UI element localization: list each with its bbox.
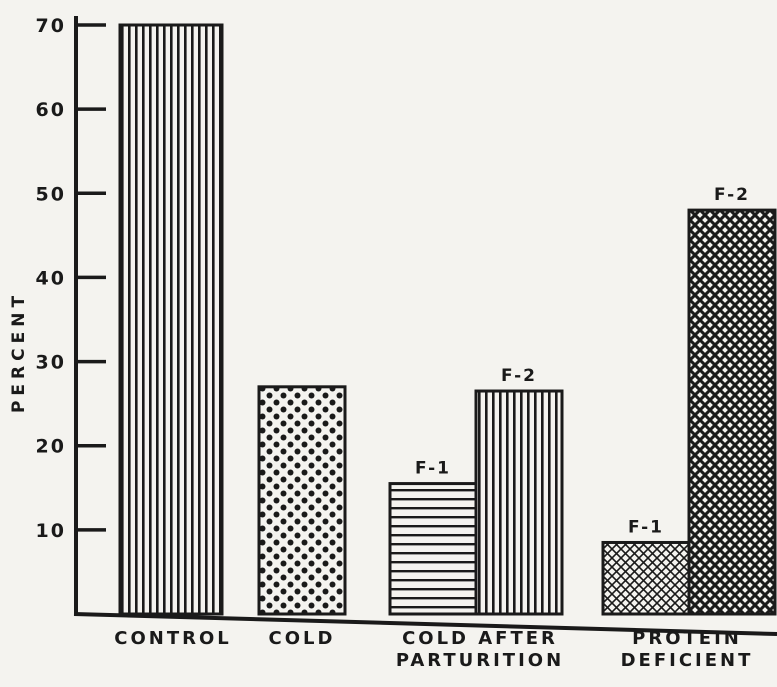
- x-tick-label-2-1: PARTURITION: [396, 650, 564, 671]
- y-tick-label-40: 40: [36, 267, 66, 289]
- x-tick-label-2-0: COLD AFTER: [402, 628, 558, 649]
- y-tick-label-30: 30: [36, 352, 66, 374]
- axis-layer: [73, 16, 777, 636]
- x-tick-label-3-1: DEFICIENT: [621, 650, 754, 671]
- y-tick-label-70: 70: [36, 15, 66, 37]
- bar-3-1: [687, 208, 777, 616]
- bar-label-3-1: F-2: [714, 185, 750, 205]
- x-tick-label-0-0: CONTROL: [114, 628, 232, 649]
- y-tick-label-50: 50: [36, 183, 66, 205]
- bar-2-1: [474, 389, 564, 616]
- x-axis-line: [73, 612, 777, 636]
- y-tick-label-20: 20: [36, 436, 66, 458]
- bar-1-0: [257, 385, 347, 616]
- bar-0-0: [118, 23, 224, 616]
- bars-layer: [118, 23, 777, 616]
- bar-label-2-1: F-2: [501, 366, 537, 386]
- bar-3-0: [601, 540, 691, 616]
- y-tick-label-60: 60: [36, 99, 66, 121]
- bar-2-0: [388, 482, 478, 616]
- bar-label-3-0: F-1: [628, 517, 664, 537]
- x-tick-label-1-0: COLD: [269, 628, 336, 649]
- x-tick-label-3-0: PROTEIN: [632, 628, 742, 649]
- bar-label-2-0: F-1: [415, 459, 451, 479]
- y-axis-title: PERCENT: [9, 291, 29, 413]
- y-tick-label-10: 10: [36, 520, 66, 542]
